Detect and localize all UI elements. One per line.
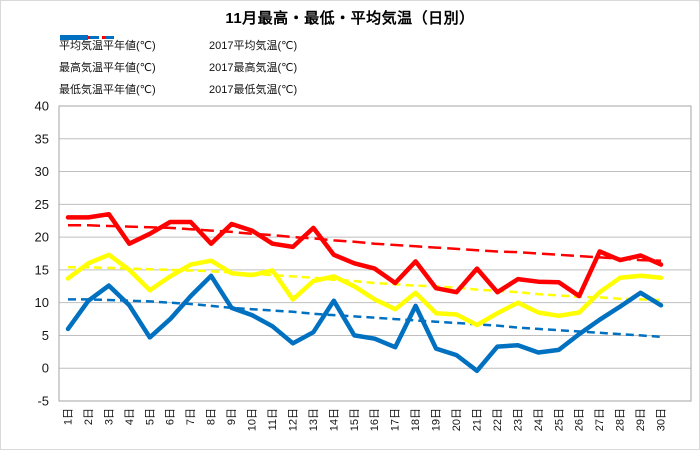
x-tick-label: 23日 (512, 408, 524, 431)
y-tick-label: 0 (42, 361, 49, 376)
chart-title: 11月最高・最低・平均気温（日別） (225, 10, 475, 27)
series-max_2017 (65, 211, 664, 299)
series-min_2017 (65, 273, 664, 374)
x-tick-label: 15日 (349, 408, 361, 431)
x-tick-label: 27日 (594, 408, 606, 431)
x-tick-label: 21日 (471, 408, 483, 431)
x-tick-label: 30日 (656, 408, 668, 431)
x-tick-label: 25日 (553, 408, 565, 431)
legend-label: 2017平均気温(℃) (209, 40, 298, 52)
y-tick-label: 20 (35, 230, 49, 245)
y-tick-label: 40 (35, 99, 49, 114)
x-tick-label: 12日 (287, 408, 299, 431)
y-tick-label: 10 (35, 295, 49, 310)
x-tick-label: 3日 (103, 408, 115, 425)
x-tick-label: 9日 (226, 408, 238, 425)
plot-border (58, 105, 692, 402)
legend-label: 2017最高気温(℃) (209, 62, 298, 74)
x-tick-label: 8日 (206, 408, 218, 425)
x-tick-label: 18日 (410, 408, 422, 431)
series-min_normal (68, 298, 662, 339)
x-tick-label: 7日 (185, 408, 197, 425)
x-tick-label: 24日 (533, 408, 545, 431)
x-tick-label: 2日 (83, 408, 95, 425)
y-tick-label: -5 (37, 394, 49, 409)
x-tick-label: 11日 (267, 408, 279, 430)
x-tick-label: 6日 (165, 408, 177, 425)
y-tick-label: 5 (42, 328, 49, 343)
series-max_normal (68, 224, 662, 262)
series-avg_2017 (65, 252, 664, 328)
legend-item-min-2017: 2017最低気温(℃) (60, 35, 298, 97)
x-tick-label: 1日 (63, 408, 75, 425)
x-tick-label: 29日 (635, 408, 647, 431)
x-tick-label: 16日 (369, 408, 381, 431)
legend-row-min: 最低気温平年値(℃) 2017最低気温(℃) (59, 35, 359, 100)
x-tick-label: 17日 (390, 408, 402, 431)
legend-label: 最低気温平年値(℃) (59, 84, 156, 96)
x-tick-label: 20日 (451, 408, 463, 431)
series-avg_normal (68, 266, 662, 302)
x-tick-label: 14日 (328, 408, 340, 431)
legend-label: 最高気温平年値(℃) (59, 62, 156, 74)
x-tick-label: 10日 (247, 408, 259, 431)
x-tick-label: 4日 (124, 408, 136, 425)
solid-line-swatch-icon (60, 35, 88, 40)
x-tick-label: 26日 (574, 408, 586, 431)
legend-label: 平均気温平年値(℃) (59, 40, 156, 52)
y-tick-label: 30 (35, 164, 49, 179)
x-tick-label: 28日 (615, 408, 627, 431)
y-tick-label: 35 (35, 131, 49, 146)
legend-label: 2017最低気温(℃) (209, 84, 298, 96)
x-tick-label: 13日 (308, 408, 320, 431)
x-tick-label: 22日 (492, 408, 504, 431)
x-tick-label: 19日 (431, 408, 443, 431)
y-tick-label: 15 (35, 262, 49, 277)
x-tick-label: 5日 (144, 408, 156, 425)
y-tick-label: 25 (35, 197, 49, 212)
chart-legend: 平均気温平年値(℃) 2017平均気温(℃) 最高気温平年値(℃) 201 (59, 34, 359, 100)
